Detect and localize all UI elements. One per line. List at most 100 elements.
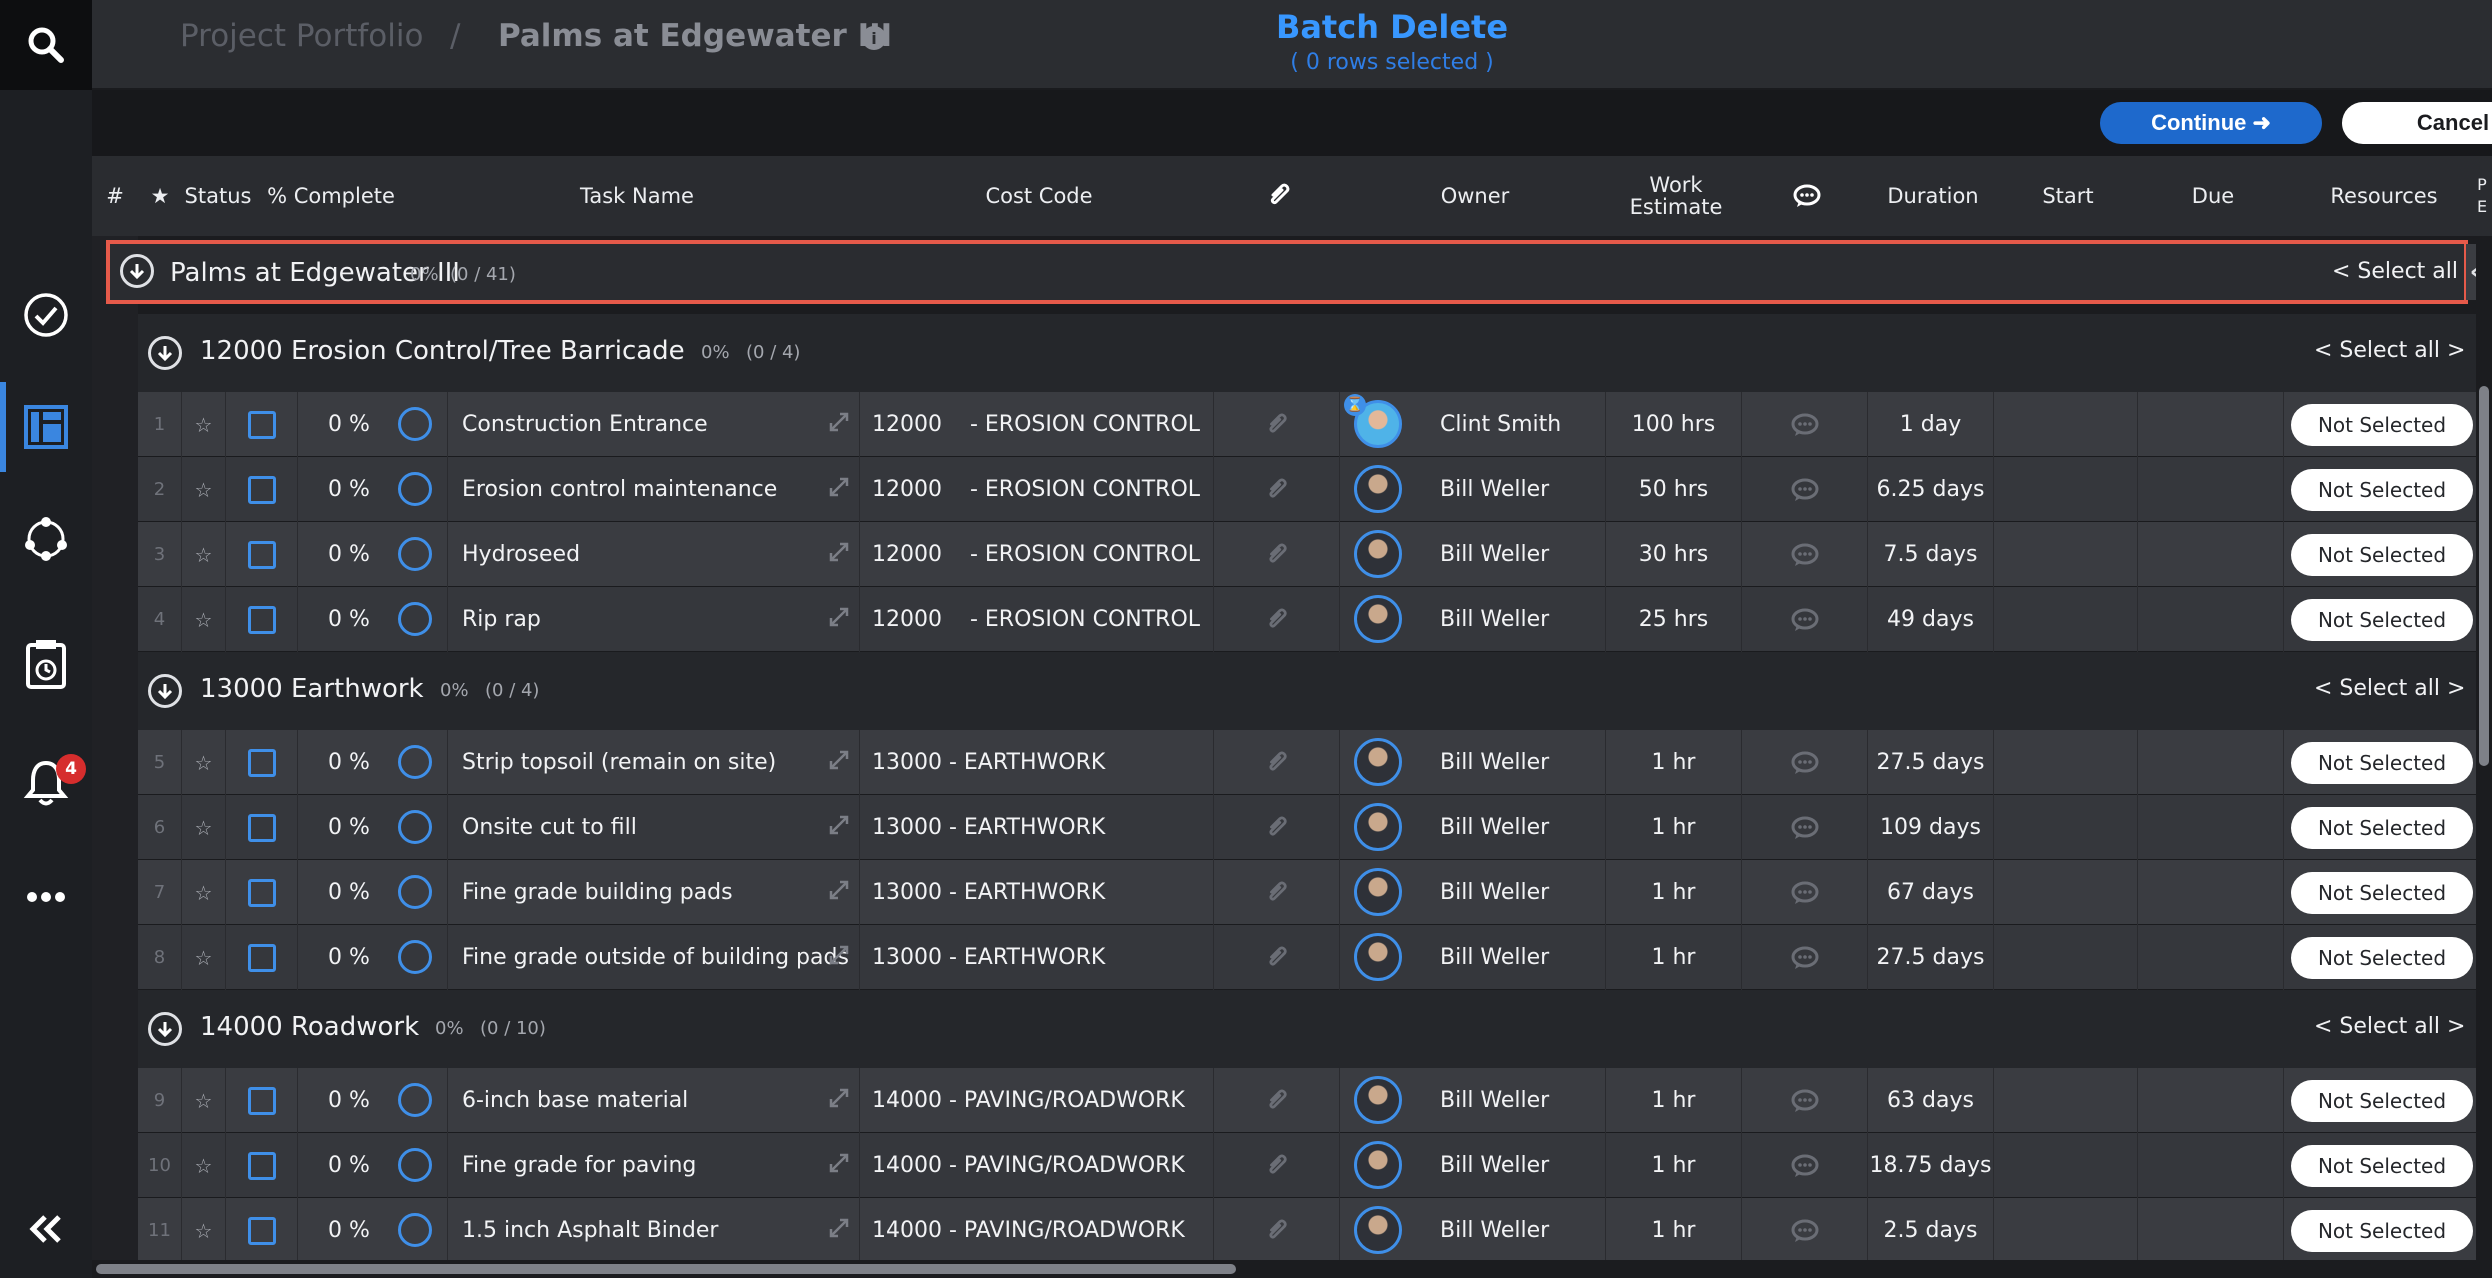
- info-icon[interactable]: i: [862, 26, 886, 50]
- due-cell[interactable]: [2138, 522, 2284, 587]
- task-name-cell[interactable]: Onsite cut to fill: [448, 795, 860, 860]
- horizontal-scrollbar[interactable]: [92, 1260, 2492, 1278]
- group-collapse-toggle[interactable]: [148, 336, 182, 370]
- table-row[interactable]: 1 ☆ 0 % Construction Entrance 12000 - EROSIO…: [138, 392, 2480, 457]
- row-checkbox[interactable]: [247, 943, 276, 972]
- cost-code-cell[interactable]: 14000 - PAVING/ROADWORK: [860, 1068, 1214, 1133]
- task-name-cell[interactable]: 6-inch base material: [448, 1068, 860, 1133]
- col-header-owner[interactable]: Owner: [1440, 184, 1510, 208]
- resources-cell[interactable]: Not Selected: [2284, 925, 2480, 990]
- work-estimate-cell[interactable]: 1 hr: [1606, 1133, 1742, 1198]
- status-cell[interactable]: [226, 1133, 298, 1198]
- start-cell[interactable]: [1994, 1133, 2138, 1198]
- expand-icon[interactable]: [829, 1153, 849, 1173]
- start-cell[interactable]: [1994, 860, 2138, 925]
- due-cell[interactable]: [2138, 795, 2284, 860]
- owner-cell[interactable]: Bill Weller: [1340, 457, 1606, 522]
- group-select-all[interactable]: < Select all >: [2314, 676, 2466, 701]
- star-toggle[interactable]: ☆: [182, 522, 226, 587]
- progress-circle-icon[interactable]: [398, 602, 432, 636]
- col-header-resources[interactable]: Resources: [2330, 184, 2438, 208]
- status-cell[interactable]: [226, 1198, 298, 1260]
- star-toggle[interactable]: ☆: [182, 587, 226, 652]
- owner-cell[interactable]: ⌛ Clint Smith: [1340, 392, 1606, 457]
- owner-cell[interactable]: Bill Weller: [1340, 1068, 1606, 1133]
- table-row[interactable]: 5 ☆ 0 % Strip topsoil (remain on site) 13000…: [138, 730, 2480, 795]
- col-header-percent-complete[interactable]: % Complete: [267, 184, 395, 208]
- due-cell[interactable]: [2138, 587, 2284, 652]
- comments-cell[interactable]: [1742, 1133, 1868, 1198]
- status-cell[interactable]: [226, 1068, 298, 1133]
- owner-cell[interactable]: Bill Weller: [1340, 1198, 1606, 1260]
- start-cell[interactable]: [1994, 457, 2138, 522]
- expand-icon[interactable]: [829, 542, 849, 562]
- resources-cell[interactable]: Not Selected: [2284, 860, 2480, 925]
- start-cell[interactable]: [1994, 795, 2138, 860]
- project-collapse-toggle[interactable]: [120, 254, 154, 288]
- comments-cell[interactable]: [1742, 730, 1868, 795]
- sidebar-item-notifications[interactable]: 4: [0, 738, 92, 828]
- resources-select-button[interactable]: Not Selected: [2291, 1144, 2473, 1187]
- row-checkbox[interactable]: [247, 1151, 276, 1180]
- expand-icon[interactable]: [829, 607, 849, 627]
- row-checkbox[interactable]: [247, 813, 276, 842]
- row-checkbox[interactable]: [247, 1216, 276, 1245]
- attachments-cell[interactable]: [1214, 587, 1340, 652]
- due-cell[interactable]: [2138, 1133, 2284, 1198]
- progress-circle-icon[interactable]: [398, 537, 432, 571]
- work-estimate-cell[interactable]: 1 hr: [1606, 1198, 1742, 1260]
- comments-cell[interactable]: [1742, 795, 1868, 860]
- resources-cell[interactable]: Not Selected: [2284, 730, 2480, 795]
- status-cell[interactable]: [226, 795, 298, 860]
- table-row[interactable]: 8 ☆ 0 % Fine grade outside of building pads…: [138, 925, 2480, 990]
- comments-cell[interactable]: [1742, 1068, 1868, 1133]
- attachments-cell[interactable]: [1214, 1133, 1340, 1198]
- work-estimate-cell[interactable]: 1 hr: [1606, 730, 1742, 795]
- duration-cell[interactable]: 2.5 days: [1868, 1198, 1994, 1260]
- cancel-button[interactable]: Cancel: [2342, 102, 2492, 144]
- comments-cell[interactable]: [1742, 522, 1868, 587]
- duration-cell[interactable]: 7.5 days: [1868, 522, 1994, 587]
- expand-icon[interactable]: [829, 880, 849, 900]
- star-toggle[interactable]: ☆: [182, 925, 226, 990]
- due-cell[interactable]: [2138, 860, 2284, 925]
- sidebar-item-tasks[interactable]: [0, 270, 92, 360]
- resources-select-button[interactable]: Not Selected: [2291, 403, 2473, 446]
- owner-cell[interactable]: Bill Weller: [1340, 587, 1606, 652]
- progress-circle-icon[interactable]: [398, 1213, 432, 1247]
- work-estimate-cell[interactable]: 1 hr: [1606, 1068, 1742, 1133]
- duration-cell[interactable]: 67 days: [1868, 860, 1994, 925]
- resources-cell[interactable]: Not Selected: [2284, 522, 2480, 587]
- work-estimate-cell[interactable]: 30 hrs: [1606, 522, 1742, 587]
- work-estimate-cell[interactable]: 1 hr: [1606, 925, 1742, 990]
- cost-code-cell[interactable]: 13000 - EARTHWORK: [860, 795, 1214, 860]
- col-header-start[interactable]: Start: [2042, 184, 2094, 208]
- start-cell[interactable]: [1994, 1068, 2138, 1133]
- expand-icon[interactable]: [829, 412, 849, 432]
- owner-cell[interactable]: Bill Weller: [1340, 860, 1606, 925]
- col-header-duration[interactable]: Duration: [1887, 184, 1979, 208]
- star-toggle[interactable]: ☆: [182, 1068, 226, 1133]
- cost-code-cell[interactable]: 12000 - EROSION CONTROL: [860, 392, 1214, 457]
- col-header-attachments[interactable]: [1216, 156, 1342, 236]
- start-cell[interactable]: [1994, 587, 2138, 652]
- group-row[interactable]: 14000 Roadwork 0% (0 / 10) < Select all >: [138, 990, 2480, 1068]
- star-toggle[interactable]: ☆: [182, 1133, 226, 1198]
- table-row[interactable]: 11 ☆ 0 % 1.5 inch Asphalt Binder 14000 - PAV…: [138, 1198, 2480, 1260]
- col-header-status[interactable]: Status: [184, 184, 252, 208]
- comments-cell[interactable]: [1742, 457, 1868, 522]
- table-row[interactable]: 3 ☆ 0 % Hydroseed 12000 - EROSION CONTROL Bil…: [138, 522, 2480, 587]
- group-row[interactable]: 12000 Erosion Control/Tree Barricade 0% (0…: [138, 314, 2480, 392]
- start-cell[interactable]: [1994, 1198, 2138, 1260]
- sidebar-item-timesheet[interactable]: [0, 620, 92, 710]
- cost-code-cell[interactable]: 14000 - PAVING/ROADWORK: [860, 1133, 1214, 1198]
- table-row[interactable]: 4 ☆ 0 % Rip rap 12000 - EROSION CONTROL Bill …: [138, 587, 2480, 652]
- start-cell[interactable]: [1994, 730, 2138, 795]
- star-toggle[interactable]: ☆: [182, 795, 226, 860]
- owner-cell[interactable]: Bill Weller: [1340, 1133, 1606, 1198]
- progress-circle-icon[interactable]: [398, 1083, 432, 1117]
- vertical-scrollbar[interactable]: [2476, 236, 2492, 1260]
- resources-select-button[interactable]: Not Selected: [2291, 806, 2473, 849]
- resources-cell[interactable]: Not Selected: [2284, 587, 2480, 652]
- status-cell[interactable]: [226, 925, 298, 990]
